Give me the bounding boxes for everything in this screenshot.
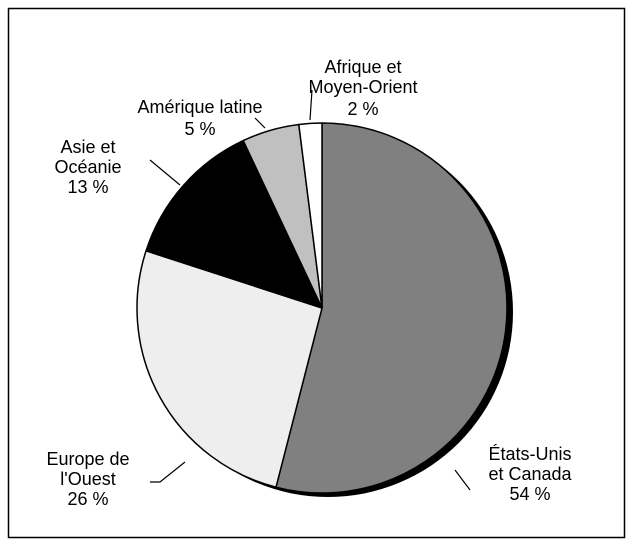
slice-label: Amérique latine	[137, 97, 262, 117]
slice-label: Asie et Océanie	[54, 137, 121, 177]
pie-slice	[275, 122, 508, 494]
slice-value-label: 13 %	[67, 177, 108, 197]
pie-slice	[145, 139, 323, 309]
leader-line	[150, 461, 186, 483]
leader-line	[149, 159, 181, 186]
slice-value-label: 5 %	[184, 119, 215, 139]
pie-slice	[298, 122, 323, 309]
slice-label: Afrique et Moyen-Orient	[308, 57, 417, 97]
leader-line	[454, 469, 471, 491]
leader-line	[254, 117, 266, 129]
slice-value-label: 26 %	[67, 489, 108, 509]
pie-slice	[136, 250, 323, 488]
slice-label: États-Unis et Canada	[488, 444, 572, 484]
slice-label: Europe de l'Ouest	[46, 449, 129, 489]
slice-value-label: 54 %	[509, 484, 550, 504]
slice-value-label: 2 %	[347, 99, 378, 119]
leader-line	[309, 89, 313, 121]
